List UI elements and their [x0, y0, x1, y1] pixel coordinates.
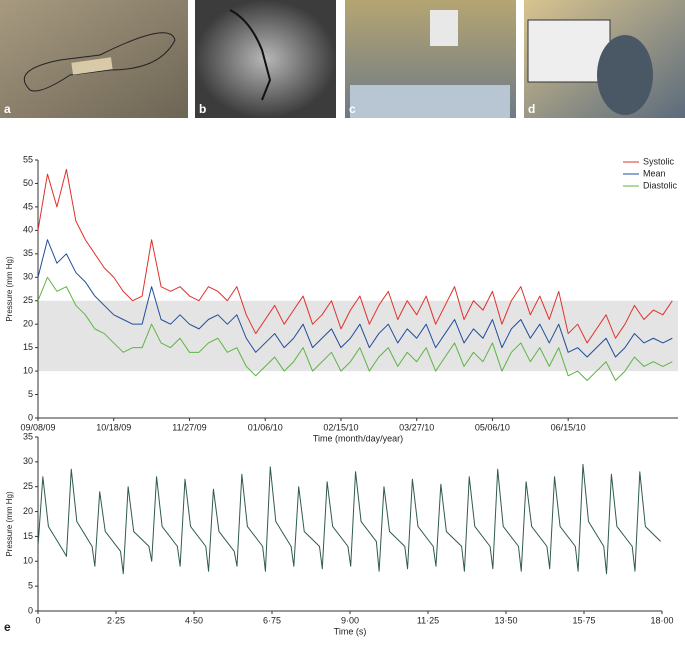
y-tick-label: 20: [23, 506, 33, 516]
x-tick-label: 01/06/10: [248, 422, 283, 432]
y-tick-label: 5: [28, 389, 33, 399]
bed: [350, 85, 510, 118]
y-axis-label: Pressure (mm Hg): [5, 256, 14, 322]
photo-panels: a b c d: [0, 0, 685, 118]
legend-label: Systolic: [643, 156, 675, 166]
x-tick-label: 11/27/09: [172, 422, 206, 432]
x-tick-label: 11·25: [417, 615, 439, 625]
panel-label: c: [349, 102, 356, 116]
y-tick-label: 0: [28, 412, 33, 422]
series-line: [37, 168, 673, 344]
legend-label: Mean: [643, 168, 666, 178]
reference-band: [38, 300, 678, 372]
y-tick-label: 10: [23, 556, 33, 566]
physician: [597, 35, 653, 115]
y-tick-label: 35: [23, 248, 33, 258]
series-line: [37, 276, 673, 381]
y-tick-label: 0: [28, 605, 33, 615]
device: [430, 10, 458, 46]
y-axis-label: Pressure (mm Hg): [5, 491, 14, 557]
x-tick-label: 2·25: [107, 615, 125, 625]
x-tick-label: 03/27/10: [399, 422, 434, 432]
y-tick-label: 35: [23, 431, 33, 441]
legend-label: Diastolic: [643, 180, 678, 190]
x-tick-label: 09/08/09: [20, 422, 55, 432]
y-tick-label: 20: [23, 319, 33, 329]
sensor-wire: [23, 32, 176, 92]
catheter: [229, 9, 272, 101]
sensor-body: [71, 57, 113, 75]
series-line: [37, 239, 673, 358]
x-tick-label: 4·50: [185, 615, 203, 625]
panel-label: a: [4, 102, 11, 116]
photo-fluoroscopy: [195, 0, 336, 118]
x-axis-label: Time (s): [334, 626, 367, 636]
y-tick-label: 45: [23, 201, 33, 211]
y-tick-label: 10: [23, 365, 33, 375]
panel-label: e: [4, 620, 11, 634]
y-tick-label: 5: [28, 581, 33, 591]
x-tick-label: 05/06/10: [475, 422, 510, 432]
y-tick-label: 25: [23, 481, 33, 491]
y-tick-label: 40: [23, 225, 33, 235]
x-tick-label: 9·00: [341, 615, 359, 625]
x-tick-label: 13·50: [494, 615, 517, 625]
y-tick-label: 50: [23, 178, 33, 188]
y-tick-label: 15: [23, 531, 33, 541]
x-tick-label: 18·00: [650, 615, 673, 625]
x-tick-label: 15·75: [572, 615, 595, 625]
x-tick-label: 0: [35, 615, 40, 625]
panel-label: b: [199, 102, 206, 116]
y-tick-label: 15: [23, 342, 33, 352]
x-tick-label: 6·75: [263, 615, 281, 625]
x-tick-label: 06/15/10: [551, 422, 586, 432]
photo-sensor: [0, 0, 188, 118]
y-tick-label: 55: [23, 154, 33, 164]
monitor: [527, 19, 611, 83]
x-tick-label: 10/18/09: [96, 422, 131, 432]
y-tick-label: 30: [23, 272, 33, 282]
x-tick-label: 02/15/10: [323, 422, 358, 432]
series-line: [37, 463, 661, 575]
x-axis-label: Time (month/day/year): [313, 433, 403, 443]
y-tick-label: 30: [23, 456, 33, 466]
y-tick-label: 25: [23, 295, 33, 305]
panel-label: d: [528, 102, 535, 116]
